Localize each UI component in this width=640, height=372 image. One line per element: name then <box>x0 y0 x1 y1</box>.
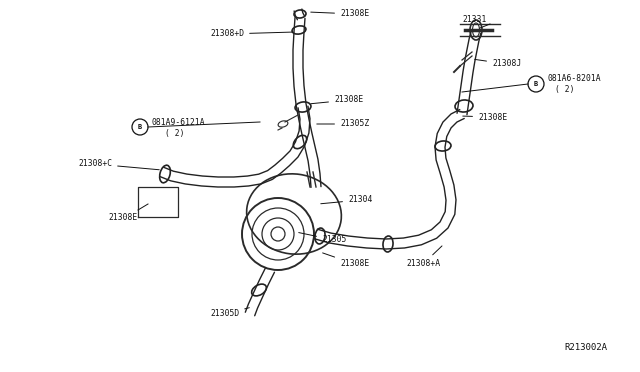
Text: 21308E: 21308E <box>108 213 137 222</box>
Text: ( 2): ( 2) <box>165 129 184 138</box>
Text: ( 2): ( 2) <box>555 85 575 94</box>
Text: 21331: 21331 <box>462 15 486 24</box>
Text: R213002A: R213002A <box>564 343 607 352</box>
Text: 21308J: 21308J <box>475 60 521 68</box>
Text: 21308E: 21308E <box>311 96 364 105</box>
Text: 21308+A: 21308+A <box>406 246 442 269</box>
Text: 21308+C: 21308+C <box>78 160 159 170</box>
Text: 21305D: 21305D <box>210 308 250 318</box>
Text: 081A9-6121A: 081A9-6121A <box>152 118 205 127</box>
Text: 21308E: 21308E <box>463 112 508 122</box>
Text: 21308E: 21308E <box>311 10 369 19</box>
Text: 21308+D: 21308+D <box>210 29 292 38</box>
Text: B: B <box>138 124 142 130</box>
Text: 21305: 21305 <box>299 232 346 244</box>
Text: 21304: 21304 <box>321 196 372 205</box>
Text: 081A6-8201A: 081A6-8201A <box>548 74 602 83</box>
Text: 21308E: 21308E <box>323 253 369 269</box>
Text: 21305Z: 21305Z <box>317 119 369 128</box>
Text: B: B <box>534 81 538 87</box>
